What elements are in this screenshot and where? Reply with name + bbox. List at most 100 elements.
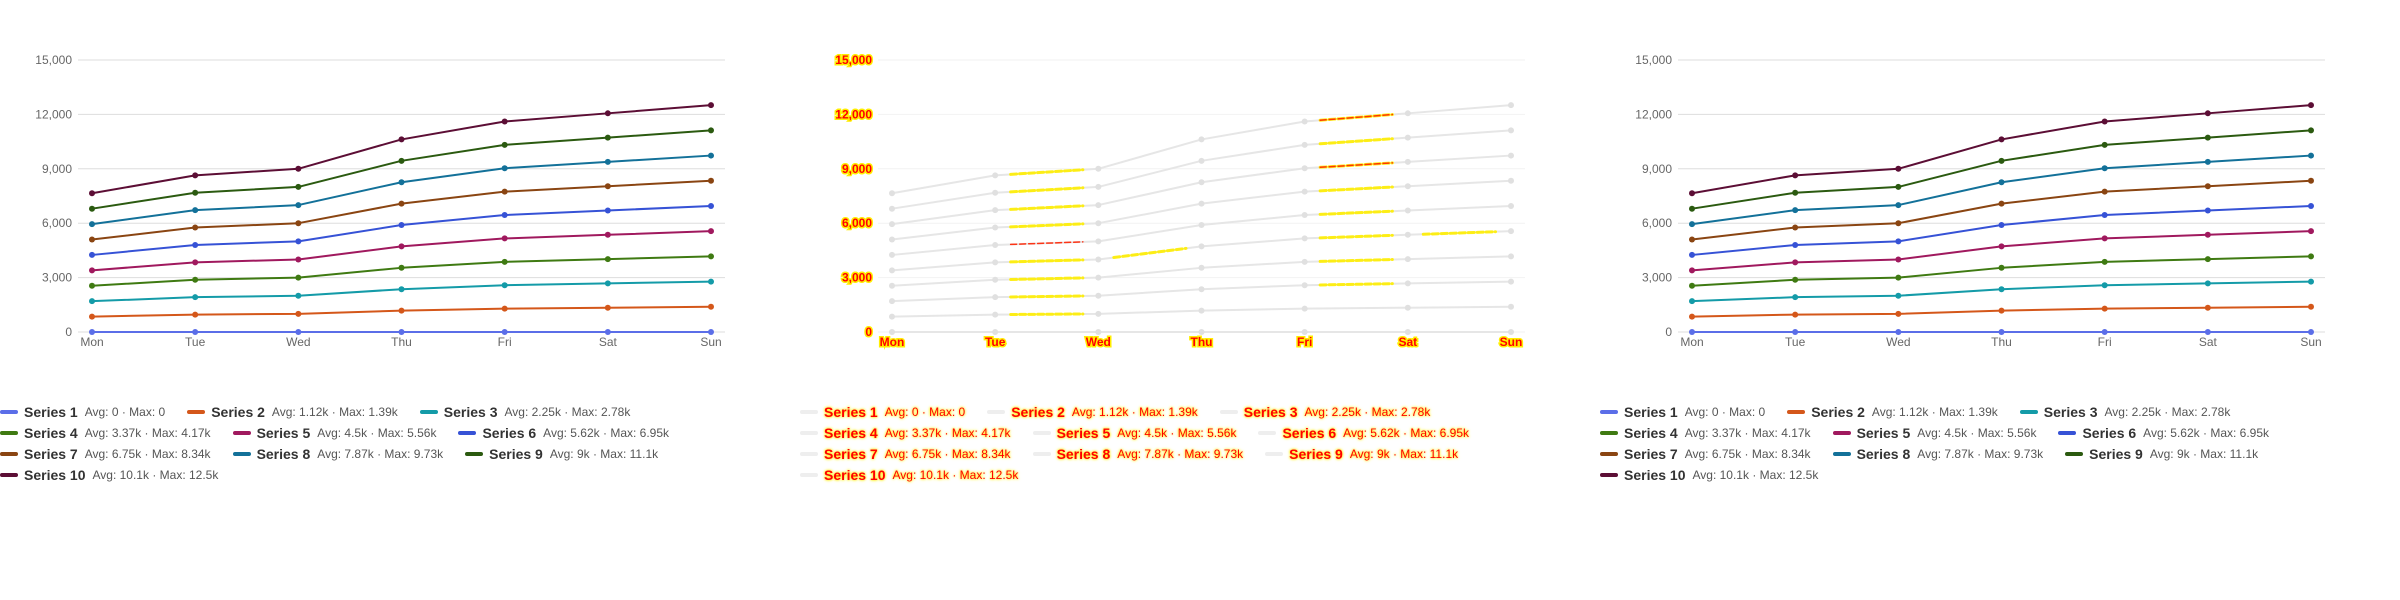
legend-item[interactable]: Series 9 Avg: 9k · Max: 11.1k	[1265, 446, 1459, 462]
data-point	[1895, 256, 1902, 263]
legend-series-stats: Avg: 1.12k · Max: 1.39k	[271, 405, 398, 419]
highlight-stroke	[1009, 204, 1085, 211]
data-point	[295, 256, 302, 263]
y-tick-label: 0	[65, 325, 72, 339]
data-point	[1998, 222, 2005, 229]
data-point	[1508, 253, 1514, 260]
data-point	[1198, 200, 1205, 207]
data-point	[1301, 282, 1308, 289]
legend-item[interactable]: Series 8 Avg: 7.87k · Max: 9.73k	[1832, 446, 2044, 462]
highlight-stroke	[1421, 230, 1498, 236]
y-tick-label: 6,000	[42, 216, 72, 230]
data-point	[1895, 238, 1902, 245]
series-line	[891, 255, 1512, 287]
legend-item[interactable]: Series 3 Avg: 2.25k · Max: 2.78k	[2019, 404, 2230, 420]
legend-series-stats: Avg: 3.37k · Max: 4.17k	[1684, 426, 1811, 440]
data-point	[889, 221, 895, 228]
data-point	[604, 134, 611, 141]
data-point	[889, 205, 895, 212]
legend-item[interactable]: Series 6 Avg: 5.62k · Max: 6.95k	[458, 425, 669, 441]
data-point	[192, 329, 199, 335]
data-point	[192, 207, 199, 214]
legend-item[interactable]: Series 10 Avg: 10.1k · Max: 12.5k	[0, 467, 218, 483]
legend-item[interactable]: Series 8 Avg: 7.87k · Max: 9.73k	[232, 446, 443, 462]
legend-series-name: Series 7	[824, 446, 878, 462]
data-point	[1895, 165, 1902, 172]
legend-item[interactable]: Series 1 Avg: 0 · Max: 0	[800, 404, 965, 420]
chart-legend: Series 1 Avg: 0 · Max: 0 Series 2 Avg: 1.12…	[800, 404, 1580, 483]
legend-item[interactable]: Series 1 Avg: 0 · Max: 0	[0, 404, 165, 420]
legend-item[interactable]: Series 7 Avg: 6.75k · Max: 8.34k	[0, 446, 211, 462]
data-point	[1895, 310, 1902, 317]
legend-item[interactable]: Series 4 Avg: 3.37k · Max: 4.17k	[800, 425, 1011, 441]
legend-series-stats: Avg: 9k · Max: 11.1k	[1349, 447, 1459, 461]
series-line	[91, 230, 712, 272]
line-chart-svg: 0 3,000 6,000 9,000 12,000 15,000 Mon Tue Wed Thu…	[834, 52, 1525, 351]
data-point	[1404, 134, 1411, 141]
legend-item[interactable]: Series 3 Avg: 2.25k · Max: 2.78k	[1219, 404, 1430, 420]
legend-item[interactable]: Series 5 Avg: 4.5k · Max: 5.56k	[1832, 425, 2036, 441]
data-point	[1508, 152, 1514, 159]
legend-item[interactable]: Series 1 Avg: 0 · Max: 0	[1600, 404, 1765, 420]
data-point	[89, 282, 95, 289]
data-point	[2204, 158, 2211, 165]
legend-swatch	[987, 410, 1006, 414]
data-point	[89, 298, 95, 305]
data-point	[398, 222, 405, 229]
data-point	[1404, 110, 1411, 117]
data-point	[398, 243, 405, 250]
legend-series-name: Series 8	[256, 446, 311, 462]
legend-series-name: Series 9	[2089, 446, 2143, 462]
legend-item[interactable]: Series 6 Avg: 5.62k · Max: 6.95k	[2058, 425, 2269, 441]
data-point	[89, 313, 95, 320]
data-point	[1198, 222, 1205, 229]
y-tick-label: 12,000	[35, 107, 72, 121]
data-point	[1404, 183, 1411, 190]
highlight-stroke	[1318, 258, 1394, 263]
legend-series-name: Series 10	[1624, 467, 1686, 483]
legend-item[interactable]: Series 7 Avg: 6.75k · Max: 8.34k	[800, 446, 1011, 462]
legend-item[interactable]: Series 7 Avg: 6.75k · Max: 8.34k	[1600, 446, 1811, 462]
highlight-stroke	[1319, 113, 1394, 121]
data-point	[1689, 313, 1695, 320]
legend-item[interactable]: Series 2 Avg: 1.12k · Max: 1.39k	[187, 404, 398, 420]
data-point	[398, 136, 405, 143]
legend-item[interactable]: Series 2 Avg: 1.12k · Max: 1.39k	[1787, 404, 1998, 420]
data-point	[501, 305, 508, 312]
data-point	[992, 276, 999, 283]
legend-item[interactable]: Series 3 Avg: 2.25k · Max: 2.78k	[419, 404, 630, 420]
legend-item[interactable]: Series 6 Avg: 5.62k · Max: 6.95k	[1258, 425, 1470, 441]
data-point	[2308, 202, 2314, 209]
data-point	[1301, 305, 1308, 312]
data-point	[1404, 158, 1411, 165]
x-tick-label: Sun	[1500, 335, 1523, 349]
legend-item[interactable]: Series 9 Avg: 9k · Max: 11.1k	[465, 446, 658, 462]
legend-item[interactable]: Series 5 Avg: 4.5k · Max: 5.56k	[232, 425, 436, 441]
legend-series-name: Series 5	[256, 425, 311, 441]
legend-series-name: Series 7	[1624, 446, 1678, 462]
data-point	[1895, 183, 1902, 190]
legend-item[interactable]: Series 10 Avg: 10.1k · Max: 12.5k	[800, 467, 1018, 483]
legend-swatch	[1600, 431, 1618, 435]
legend-series-name: Series 4	[24, 425, 78, 441]
legend-item[interactable]: Series 2 Avg: 1.12k · Max: 1.39k	[987, 404, 1198, 420]
highlight-stroke	[1318, 185, 1394, 193]
legend-item[interactable]: Series 8 Avg: 7.87k · Max: 9.73k	[1032, 446, 1243, 462]
legend-item[interactable]: Series 9 Avg: 9k · Max: 11.1k	[2065, 446, 2258, 462]
legend-item[interactable]: Series 4 Avg: 3.37k · Max: 4.17k	[0, 425, 211, 441]
data-point	[992, 207, 999, 214]
legend-swatch	[800, 410, 818, 414]
legend-series-name: Series 3	[443, 404, 498, 420]
legend-swatch	[1600, 452, 1618, 456]
legend-series-stats: Avg: 5.62k · Max: 6.95k	[1343, 426, 1470, 440]
data-point	[398, 200, 405, 207]
legend-swatch	[1787, 410, 1806, 414]
legend-item[interactable]: Series 5 Avg: 4.5k · Max: 5.56k	[1032, 425, 1236, 441]
legend-item[interactable]: Series 10 Avg: 10.1k · Max: 12.5k	[1600, 467, 1818, 483]
data-point	[501, 212, 508, 219]
legend-series-stats: Avg: 7.87k · Max: 9.73k	[1917, 447, 2044, 461]
x-tick-label: Wed	[286, 335, 310, 349]
legend-item[interactable]: Series 4 Avg: 3.37k · Max: 4.17k	[1600, 425, 1811, 441]
y-tick-label: 9,000	[1642, 162, 1672, 176]
legend-swatch	[1032, 452, 1051, 456]
